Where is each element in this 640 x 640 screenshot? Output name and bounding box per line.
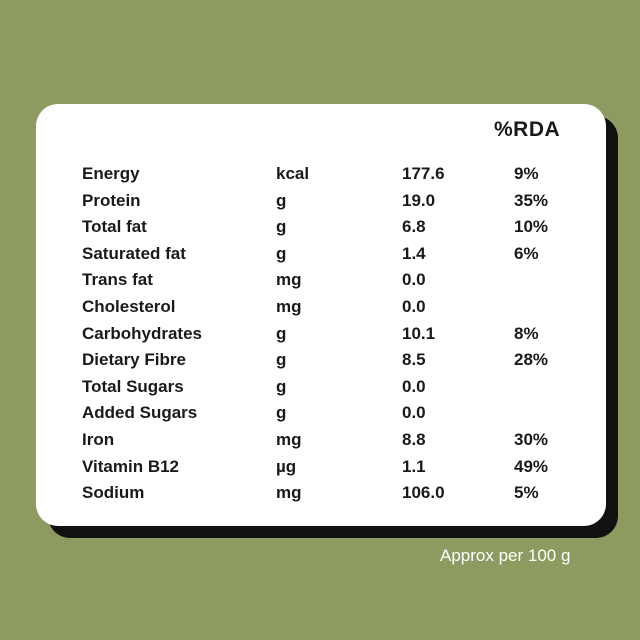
table-row: Added Sugars g 0.0 [0,403,640,429]
nutrient-unit: g [276,403,287,422]
nutrient-name: Sodium [82,483,145,502]
table-row: Carbohydrates g 10.1 8% [0,324,640,350]
nutrient-unit: g [276,324,287,343]
serving-footnote: Approx per 100 g [440,546,571,565]
nutrient-unit: g [276,350,287,369]
nutrient-name: Energy [82,164,140,183]
nutrient-value: 0.0 [402,403,426,422]
nutrient-value: 8.5 [402,350,426,369]
table-row: Cholesterol mg 0.0 [0,297,640,323]
nutrient-unit: mg [276,483,302,502]
nutrient-rda: 30% [514,430,549,449]
nutrient-unit: g [276,217,287,236]
table-row: Vitamin B12 µg 1.1 49% [0,457,640,483]
nutrient-name: Trans fat [82,270,153,289]
nutrient-rda: 8% [514,324,539,343]
table-row: Dietary Fibre g 8.5 28% [0,350,640,376]
nutrient-value: 0.0 [402,377,426,396]
nutrient-name: Dietary Fibre [82,350,186,369]
nutrient-rda: 9% [514,164,539,183]
nutrient-unit: g [276,191,287,210]
nutrient-value: 6.8 [402,217,426,236]
table-row: Total fat g 6.8 10% [0,217,640,243]
nutrient-unit: g [276,244,287,263]
table-row: Sodium mg 106.0 5% [0,483,640,509]
nutrient-value: 177.6 [402,164,445,183]
nutrient-unit: mg [276,430,302,449]
table-row: Total Sugars g 0.0 [0,377,640,403]
nutrient-rda: 35% [514,191,549,210]
nutrient-rda: 10% [514,217,549,236]
table-row: Saturated fat g 1.4 6% [0,244,640,270]
nutrient-name: Iron [82,430,115,449]
nutrient-value: 1.4 [402,244,426,263]
nutrient-value: 0.0 [402,270,426,289]
nutrient-unit: mg [276,270,302,289]
nutrient-value: 10.1 [402,324,436,343]
nutrition-card [36,104,606,526]
nutrient-unit: kcal [276,164,310,183]
nutrient-value: 0.0 [402,297,426,316]
nutrient-rda: 28% [514,350,549,369]
nutrient-name: Total Sugars [82,377,184,396]
table-row: Iron mg 8.8 30% [0,430,640,456]
nutrient-unit: µg [276,457,297,476]
table-row: Energy kcal 177.6 9% [0,164,640,190]
nutrient-name: Saturated fat [82,244,186,263]
table-row: Protein g 19.0 35% [0,191,640,217]
nutrient-name: Cholesterol [82,297,176,316]
nutrient-value: 1.1 [402,457,426,476]
nutrient-name: Protein [82,191,141,210]
nutrient-unit: mg [276,297,302,316]
nutrient-rda: 6% [514,244,539,263]
nutrient-name: Carbohydrates [82,324,202,343]
nutrient-unit: g [276,377,287,396]
table-row: Trans fat mg 0.0 [0,270,640,296]
nutrient-value: 106.0 [402,483,445,502]
rda-column-header: %RDA [494,118,561,141]
nutrient-name: Total fat [82,217,147,236]
nutrient-value: 8.8 [402,430,426,449]
nutrient-name: Vitamin B12 [82,457,180,476]
nutrient-value: 19.0 [402,191,436,210]
nutrient-name: Added Sugars [82,403,198,422]
nutrient-rda: 49% [514,457,549,476]
nutrient-rda: 5% [514,483,539,502]
